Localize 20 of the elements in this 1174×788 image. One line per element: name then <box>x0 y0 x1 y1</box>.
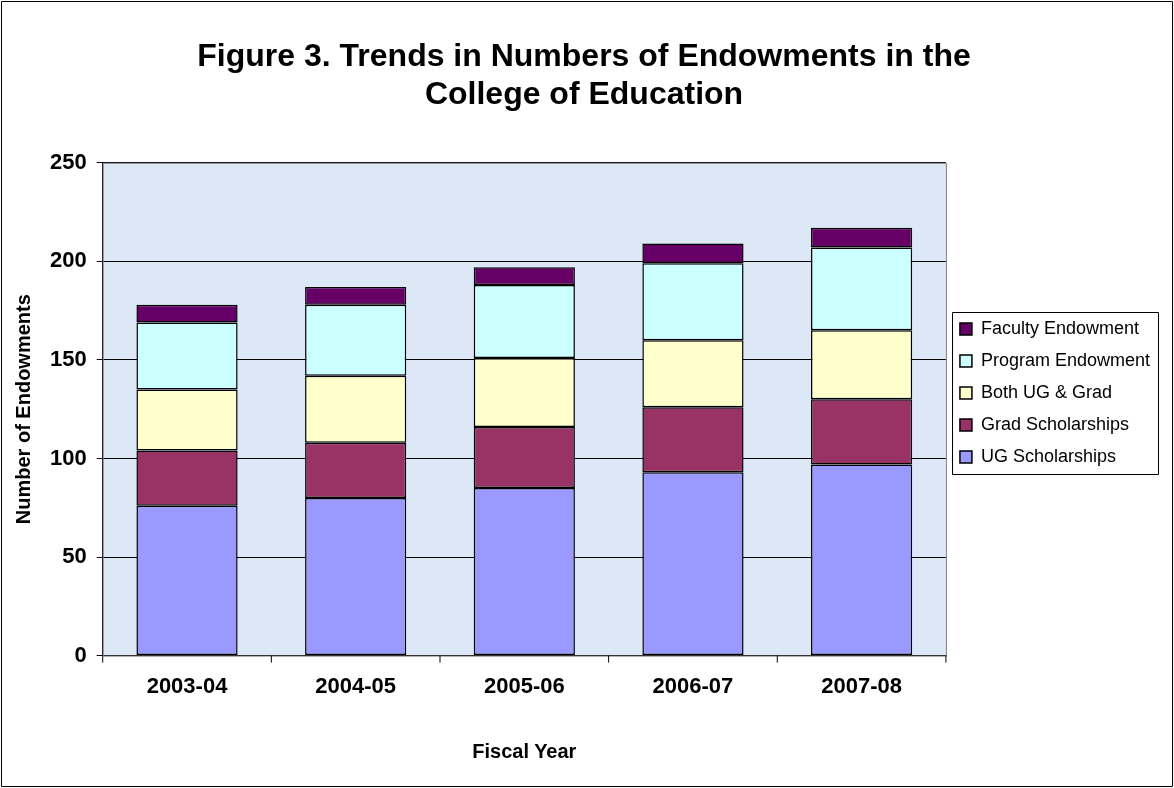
legend-label: UG Scholarships <box>980 445 1116 466</box>
y-axis-title: Number of Endowments <box>11 294 34 525</box>
x-tick-label: 2007-08 <box>821 672 902 698</box>
text: College of Education <box>424 75 744 112</box>
x-tick-label: 2005-06 <box>483 672 565 698</box>
y-tick-label: 50 <box>62 543 87 569</box>
legend-label: Program Endowment <box>980 349 1150 370</box>
legend-label: Both UG & Grad <box>980 381 1112 402</box>
x-axis-title: Fiscal Year <box>472 739 577 762</box>
x-tick-label: 2006-07 <box>652 672 734 698</box>
y-tick-label: 150 <box>49 345 87 371</box>
y-tick-label: 0 <box>74 641 87 667</box>
legend-label: Faculty Endowment <box>980 317 1139 338</box>
x-tick-label: 2003-04 <box>146 672 229 698</box>
legend-label: Grad Scholarships <box>980 413 1129 434</box>
y-tick-label: 250 <box>49 148 87 174</box>
y-tick-label: 200 <box>49 247 87 273</box>
y-tick-label: 100 <box>49 444 87 470</box>
x-tick-label: 2004-05 <box>315 672 397 698</box>
text: Figure 3. Trends in Numbers of Endowments in the <box>197 37 971 74</box>
